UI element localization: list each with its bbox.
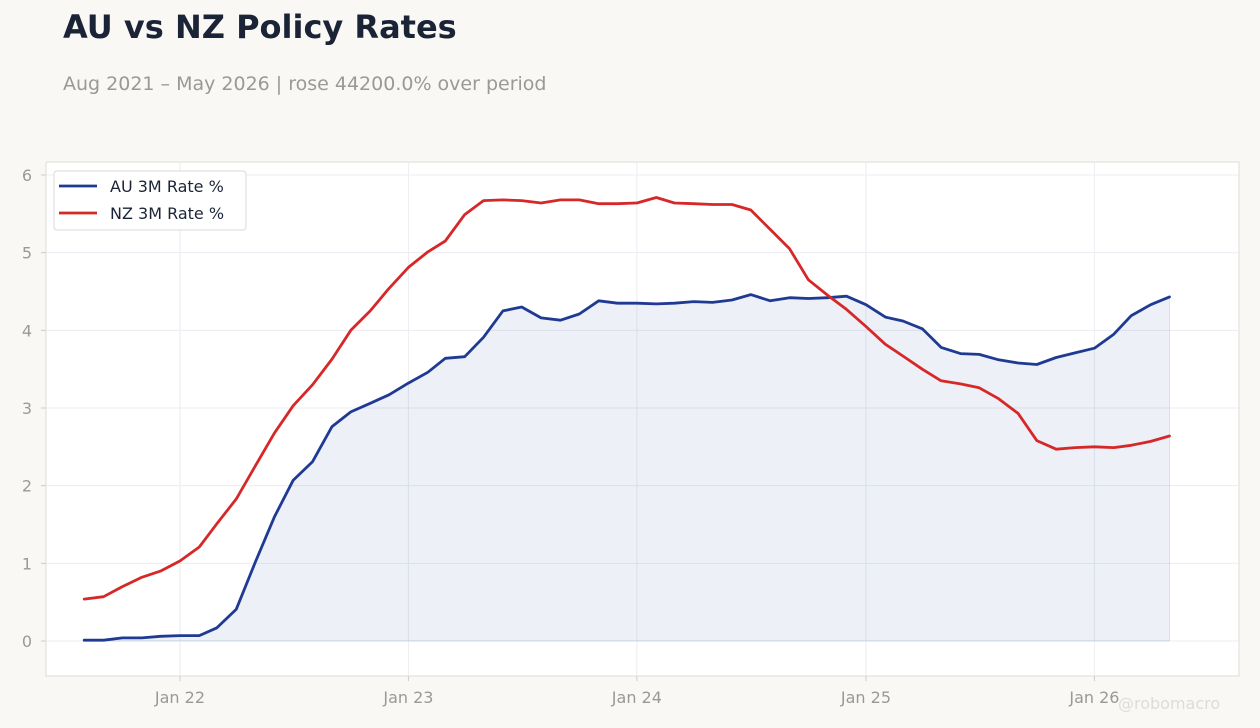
x-tick-label: Jan 26: [1068, 688, 1119, 707]
x-tick-label: Jan 24: [611, 688, 662, 707]
x-tick-label: Jan 25: [840, 688, 891, 707]
series-line-nz: [82, 196, 1171, 601]
chart-subtitle: Aug 2021 – May 2026 | rose 44200.0% over…: [63, 73, 547, 95]
y-tick-label: 6: [22, 166, 32, 185]
y-axis: 0 1 2 3 4 5 6: [22, 166, 46, 651]
watermark: @robomacro: [1118, 694, 1221, 713]
legend-label-nz: NZ 3M Rate %: [110, 204, 224, 223]
y-tick-label: 2: [22, 477, 32, 496]
y-tick-label: 3: [22, 399, 32, 418]
lines-layer: [82, 196, 1171, 642]
series-line-au: [82, 293, 1171, 642]
x-tick-label: Jan 23: [382, 688, 433, 707]
chart-title: AU vs NZ Policy Rates: [63, 8, 457, 46]
x-tick-label: Jan 22: [154, 688, 205, 707]
y-tick-label: 0: [22, 632, 32, 651]
y-tick-label: 1: [22, 554, 32, 573]
legend-label-au: AU 3M Rate %: [110, 177, 224, 196]
legend: AU 3M Rate % NZ 3M Rate %: [53, 170, 247, 231]
y-tick-label: 5: [22, 244, 32, 263]
legend-box: [53, 170, 247, 231]
x-axis: Jan 22 Jan 23 Jan 24 Jan 25 Jan 26: [154, 676, 1119, 707]
y-tick-label: 4: [22, 321, 32, 340]
